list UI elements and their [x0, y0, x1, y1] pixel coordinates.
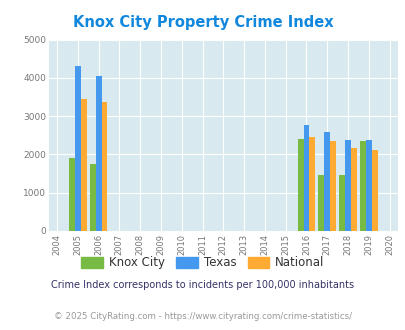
Bar — [75, 66, 81, 231]
Bar — [297, 139, 303, 231]
Bar — [324, 132, 329, 231]
Text: Crime Index corresponds to incidents per 100,000 inhabitants: Crime Index corresponds to incidents per… — [51, 280, 354, 290]
Bar — [303, 125, 309, 231]
Bar — [90, 164, 96, 231]
Bar — [96, 76, 101, 231]
Bar — [69, 158, 75, 231]
Text: © 2025 CityRating.com - https://www.cityrating.com/crime-statistics/: © 2025 CityRating.com - https://www.city… — [54, 312, 351, 321]
Bar — [359, 141, 365, 231]
Bar — [329, 141, 335, 231]
Bar — [101, 102, 107, 231]
Bar — [309, 137, 314, 231]
Bar — [365, 140, 371, 231]
Text: Knox City Property Crime Index: Knox City Property Crime Index — [72, 15, 333, 30]
Bar — [339, 175, 344, 231]
Bar — [371, 150, 377, 231]
Bar — [344, 140, 350, 231]
Bar — [81, 99, 86, 231]
Bar — [350, 148, 356, 231]
Bar — [318, 176, 324, 231]
Legend: Knox City, Texas, National: Knox City, Texas, National — [77, 252, 328, 274]
